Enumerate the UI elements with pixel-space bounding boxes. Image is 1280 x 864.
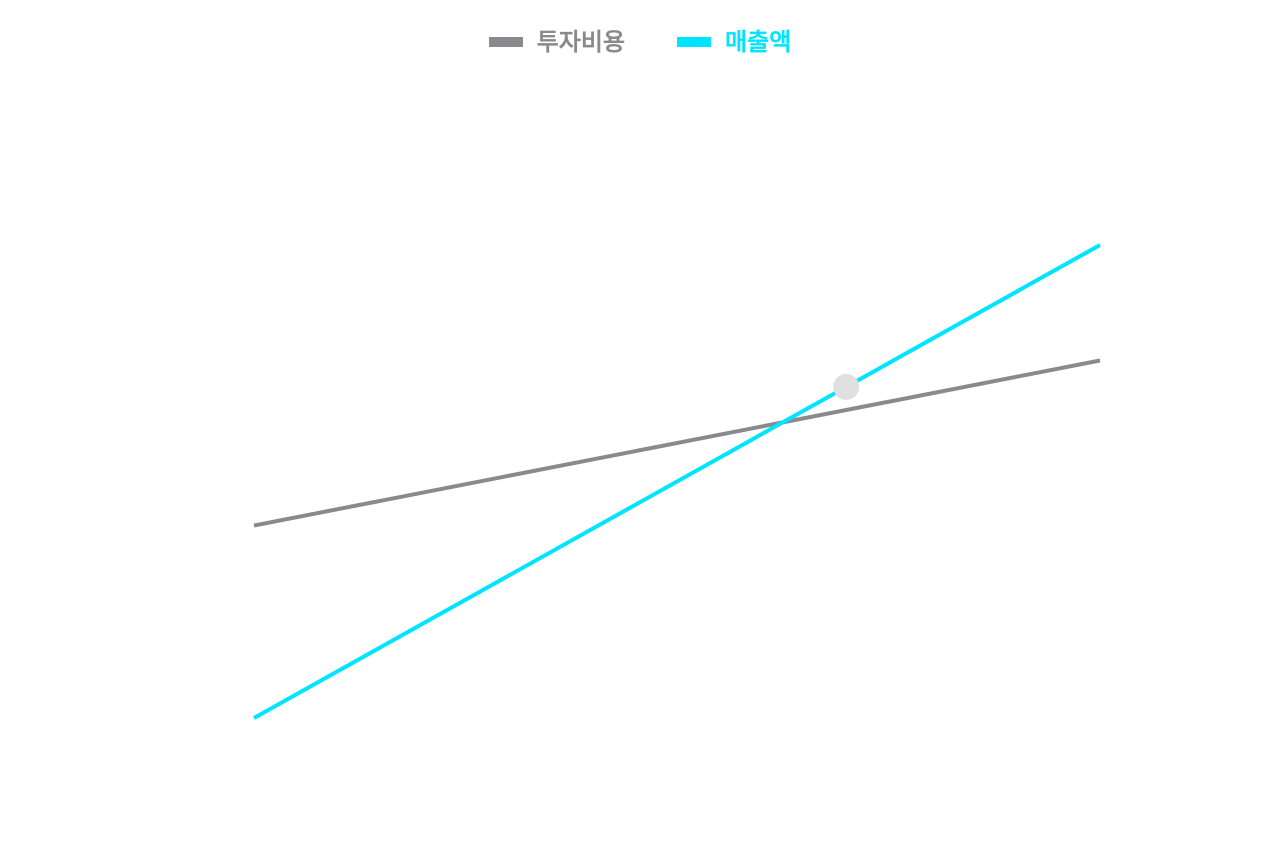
legend-label-cost: 투자비용 (536, 28, 626, 56)
legend-swatch-revenue (677, 37, 712, 47)
legend-label-revenue: 매출액 (725, 28, 792, 56)
plot-area (253, 243, 1101, 720)
legend-item-revenue[interactable]: 매출액 (677, 24, 791, 60)
series-line-cost (253, 358, 1101, 528)
legend-swatch-cost (488, 37, 523, 47)
chart-legend: 투자비용 매출액 (0, 24, 1280, 60)
legend-item-cost[interactable]: 투자비용 (488, 24, 626, 60)
intersection-marker[interactable] (833, 373, 860, 400)
series-line-revenue (253, 243, 1101, 720)
